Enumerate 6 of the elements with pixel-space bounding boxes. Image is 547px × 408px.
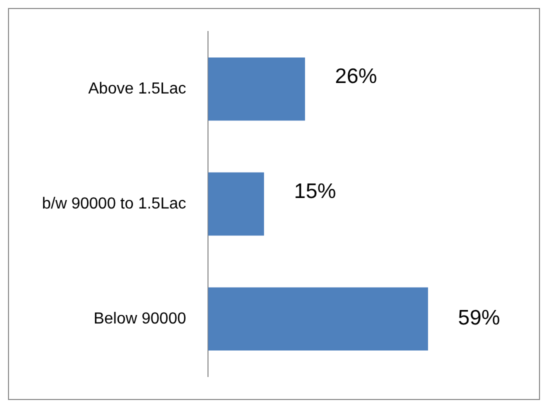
data-label: 26%: [335, 64, 378, 88]
data-label: 15%: [294, 180, 336, 203]
data-label: 59%: [458, 306, 500, 330]
y-tick-label: Below 90000: [94, 310, 186, 328]
y-tick-label: b/w 90000 to 1.5Lac: [42, 195, 186, 212]
y-tick-label: Above 1.5Lac: [88, 80, 186, 98]
